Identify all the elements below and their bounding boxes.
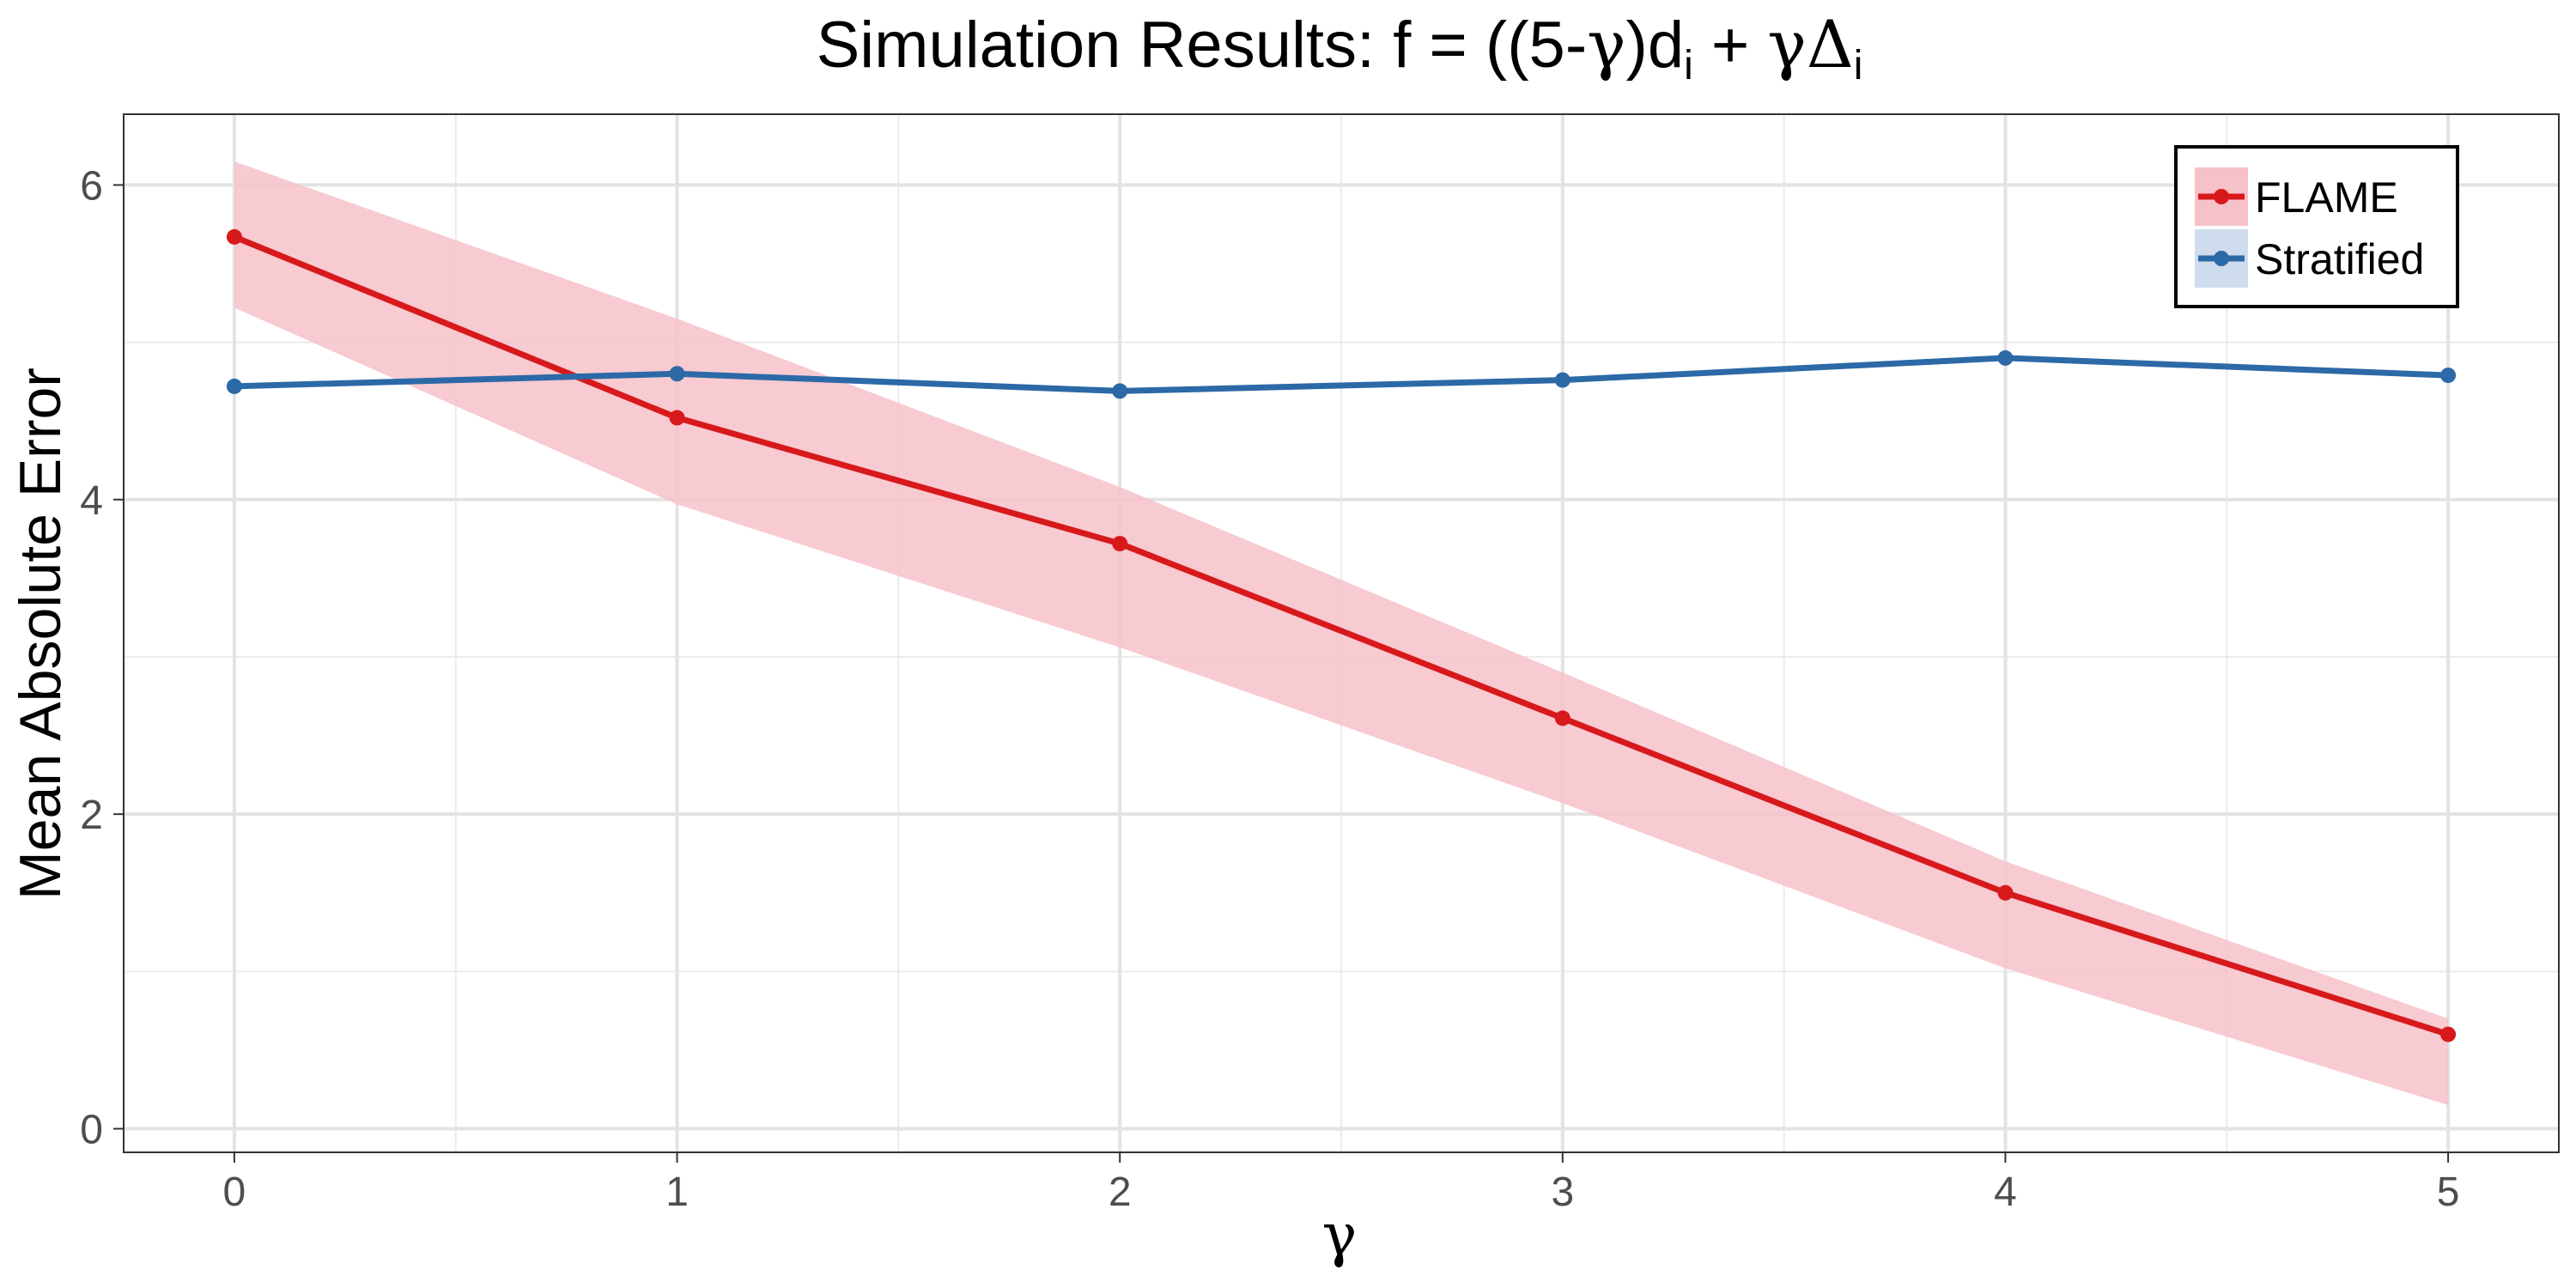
flame-legend-point — [2214, 189, 2229, 204]
stratified-point — [1997, 349, 2014, 366]
flame-point — [1554, 710, 1571, 726]
legend: FLAME Stratified — [2174, 145, 2459, 308]
y-tick-label: 2 — [80, 793, 103, 838]
stratified-legend-label: Stratified — [2255, 235, 2424, 283]
stratified-point — [1554, 372, 1571, 388]
x-tick-label: 2 — [1109, 1170, 1132, 1215]
stratified-point — [2440, 368, 2457, 384]
series-points — [226, 228, 2457, 1042]
x-axis-title: γ — [1322, 1202, 1358, 1270]
flame-legend-label: FLAME — [2255, 173, 2398, 222]
y-tick-label: 4 — [80, 478, 103, 524]
flame-point — [1997, 884, 2014, 901]
chart-title: Simulation Results: f = ((5-γ)di + γΔi — [817, 6, 1863, 88]
series-lines — [233, 234, 2450, 1037]
x-tick-label: 4 — [1994, 1170, 2017, 1215]
plot-panel-border — [123, 113, 2560, 1153]
stratified-point — [1112, 383, 1128, 399]
x-tick-label: 5 — [2437, 1170, 2460, 1215]
stratified-legend-point — [2214, 251, 2229, 266]
x-axis: 0 1 2 3 4 5 — [223, 1152, 2460, 1215]
stratified-line — [234, 355, 2449, 394]
x-tick-label: 1 — [665, 1170, 689, 1215]
x-tick-label: 3 — [1551, 1170, 1574, 1215]
major-gridlines — [124, 114, 2559, 1152]
x-tick-label: 0 — [223, 1170, 246, 1215]
flame-point — [2440, 1026, 2457, 1042]
flame-point — [669, 410, 685, 426]
y-tick-label: 6 — [80, 163, 103, 209]
y-axis-title: Mean Absolute Error — [8, 368, 73, 900]
flame-point — [1112, 536, 1128, 552]
flame-point — [226, 228, 242, 245]
flame-line — [233, 234, 2450, 1037]
stratified-point — [226, 378, 242, 394]
y-tick-label: 0 — [80, 1108, 103, 1153]
y-axis: 0 2 4 6 — [80, 163, 124, 1153]
stratified-point — [669, 366, 685, 382]
